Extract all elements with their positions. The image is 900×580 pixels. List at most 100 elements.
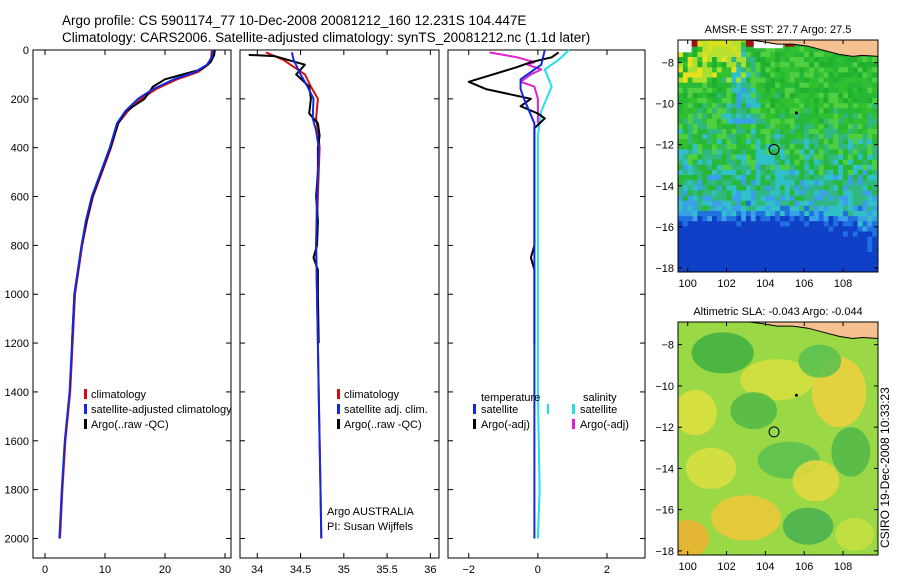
legend-swatch	[337, 419, 340, 429]
argo-float-marker	[768, 426, 780, 438]
series-line-argo-raw-qc-	[71, 49, 216, 344]
annotation-pi: PI: Susan Wijffels	[327, 521, 413, 533]
christmas-island	[794, 111, 798, 115]
figure-title-line1: Argo profile: CS 5901174_77 10-Dec-2008 …	[62, 13, 527, 28]
y-tick-label: 200	[11, 94, 29, 106]
legend-title-salinity: salinity	[583, 392, 617, 404]
christmas-island	[794, 393, 798, 397]
series-line-salinity-argo-adj-	[489, 51, 543, 124]
sla-anomaly	[798, 344, 842, 378]
sla-anomaly	[730, 392, 778, 430]
y-tick-label: −18	[655, 263, 674, 275]
sla-anomaly	[678, 519, 710, 555]
argo-float-marker	[768, 143, 780, 155]
sla-anomaly	[792, 460, 840, 502]
sst-map-frame	[677, 39, 879, 273]
y-tick-label: 600	[11, 192, 29, 204]
legend-divider	[547, 404, 549, 414]
legend-label: Argo(-adj)	[481, 419, 530, 431]
temperature-profile-panel: 0 10 20 30 0 200 400 600 800 1000 1200 1400 1600 1800…	[5, 45, 233, 576]
figure-title-line2: Climatology: CARS2006. Satellite-adjuste…	[62, 30, 591, 45]
y-tick-label: −18	[655, 546, 674, 558]
series-line-salinity-satellite	[536, 49, 570, 539]
series-line-satellite-adj-clim-	[290, 52, 323, 539]
x-tick-label: 106	[795, 561, 813, 573]
salinity-profile-panel: 3434.53535.536salinityclimatologysatelli…	[239, 49, 440, 576]
sla-anomaly	[691, 332, 754, 374]
sla-anomaly	[782, 507, 834, 545]
annotation-argo-australia: Argo AUSTRALIA	[327, 506, 414, 518]
legend-label: satellite-adjusted climatology	[91, 404, 232, 416]
x-tick-label: 108	[834, 278, 852, 290]
sla-map-field	[678, 322, 878, 555]
sst-map-field	[678, 40, 878, 272]
difference-profile-frame	[447, 49, 646, 559]
nodata-patch	[678, 40, 692, 53]
x-tick-label: 0	[42, 564, 48, 576]
x-tick-label: −2	[462, 564, 475, 576]
series-line-argo-raw-qc-	[248, 53, 321, 344]
x-tick-label: 0	[535, 564, 541, 576]
sla-anomaly	[678, 390, 717, 436]
x-tick-label: 102	[717, 561, 735, 573]
legend-swatch	[473, 404, 476, 414]
sst-map-panel: 100 102 104 106 108 −8 −10 −12 −14 −16 −18 AMSR-E S…	[655, 24, 879, 290]
x-tick-label: 36	[424, 564, 436, 576]
y-tick-label: −12	[655, 422, 674, 434]
salinity-profile-frame	[239, 49, 440, 559]
x-tick-label: 104	[756, 561, 774, 573]
x-tick-label: 10	[99, 564, 111, 576]
series-line-climatology	[265, 51, 323, 539]
land-java	[749, 40, 878, 57]
x-tick-label: 20	[159, 564, 171, 576]
legend-swatch	[473, 419, 476, 429]
y-tick-label: −16	[655, 505, 674, 517]
sst-map-title: AMSR-E SST: 27.7 Argo: 27.5	[705, 24, 852, 36]
sla-map-title: Altimetric SLA: -0.043 Argo: -0.044	[693, 306, 862, 318]
sla-map-panel: 100 102 104 106 108 −8 −10 −12 −14 −16 −18 Altimetr…	[655, 306, 879, 573]
legend-label: climatology	[91, 389, 147, 401]
x-tick-label: 102	[717, 278, 735, 290]
series-line-temperature-argo-adj-	[467, 51, 560, 344]
y-tick-label: 2000	[5, 533, 29, 545]
y-tick-label: 0	[23, 45, 29, 57]
legend-label: satellite	[580, 404, 617, 416]
x-tick-label: 104	[756, 278, 774, 290]
legend-swatch	[84, 389, 87, 399]
nodata-patch	[753, 40, 783, 49]
legend-title-temperature: temperature	[481, 392, 540, 404]
y-tick-label: 1600	[5, 436, 29, 448]
temperature-profile-frame	[32, 49, 232, 559]
legend-swatch	[572, 419, 575, 429]
y-tick-label: −10	[655, 381, 674, 393]
sla-anomaly	[831, 427, 871, 477]
legend-label: Argo(..raw -QC)	[91, 419, 169, 431]
y-tick-label: 800	[11, 240, 29, 252]
legend-swatch	[84, 404, 87, 414]
y-tick-label: −14	[655, 181, 674, 193]
legend-label: Argo(-adj)	[580, 419, 629, 431]
y-tick-label: 1400	[5, 387, 29, 399]
legend-label: Argo(..raw -QC)	[344, 419, 422, 431]
x-tick-label: 34	[251, 564, 263, 576]
y-tick-label: −8	[661, 340, 674, 352]
sla-map-frame	[677, 321, 879, 556]
x-tick-label: 106	[795, 278, 813, 290]
x-tick-label: 35	[338, 564, 350, 576]
x-tick-label: 100	[679, 561, 697, 573]
x-tick-label: 30	[219, 564, 231, 576]
legend-label: satellite adj. clim.	[344, 404, 428, 416]
y-tick-label: −8	[661, 58, 674, 70]
legend-swatch	[572, 404, 575, 414]
sla-anomaly	[740, 359, 814, 401]
x-tick-label: 108	[834, 561, 852, 573]
y-tick-label: 1000	[5, 289, 29, 301]
y-tick-label: 1200	[5, 338, 29, 350]
y-tick-label: −16	[655, 222, 674, 234]
sla-anomaly	[835, 517, 875, 551]
legend-swatch	[84, 419, 87, 429]
x-tick-label: 34.5	[290, 564, 311, 576]
legend-swatch	[337, 404, 340, 414]
series-line-climatology	[59, 49, 213, 539]
